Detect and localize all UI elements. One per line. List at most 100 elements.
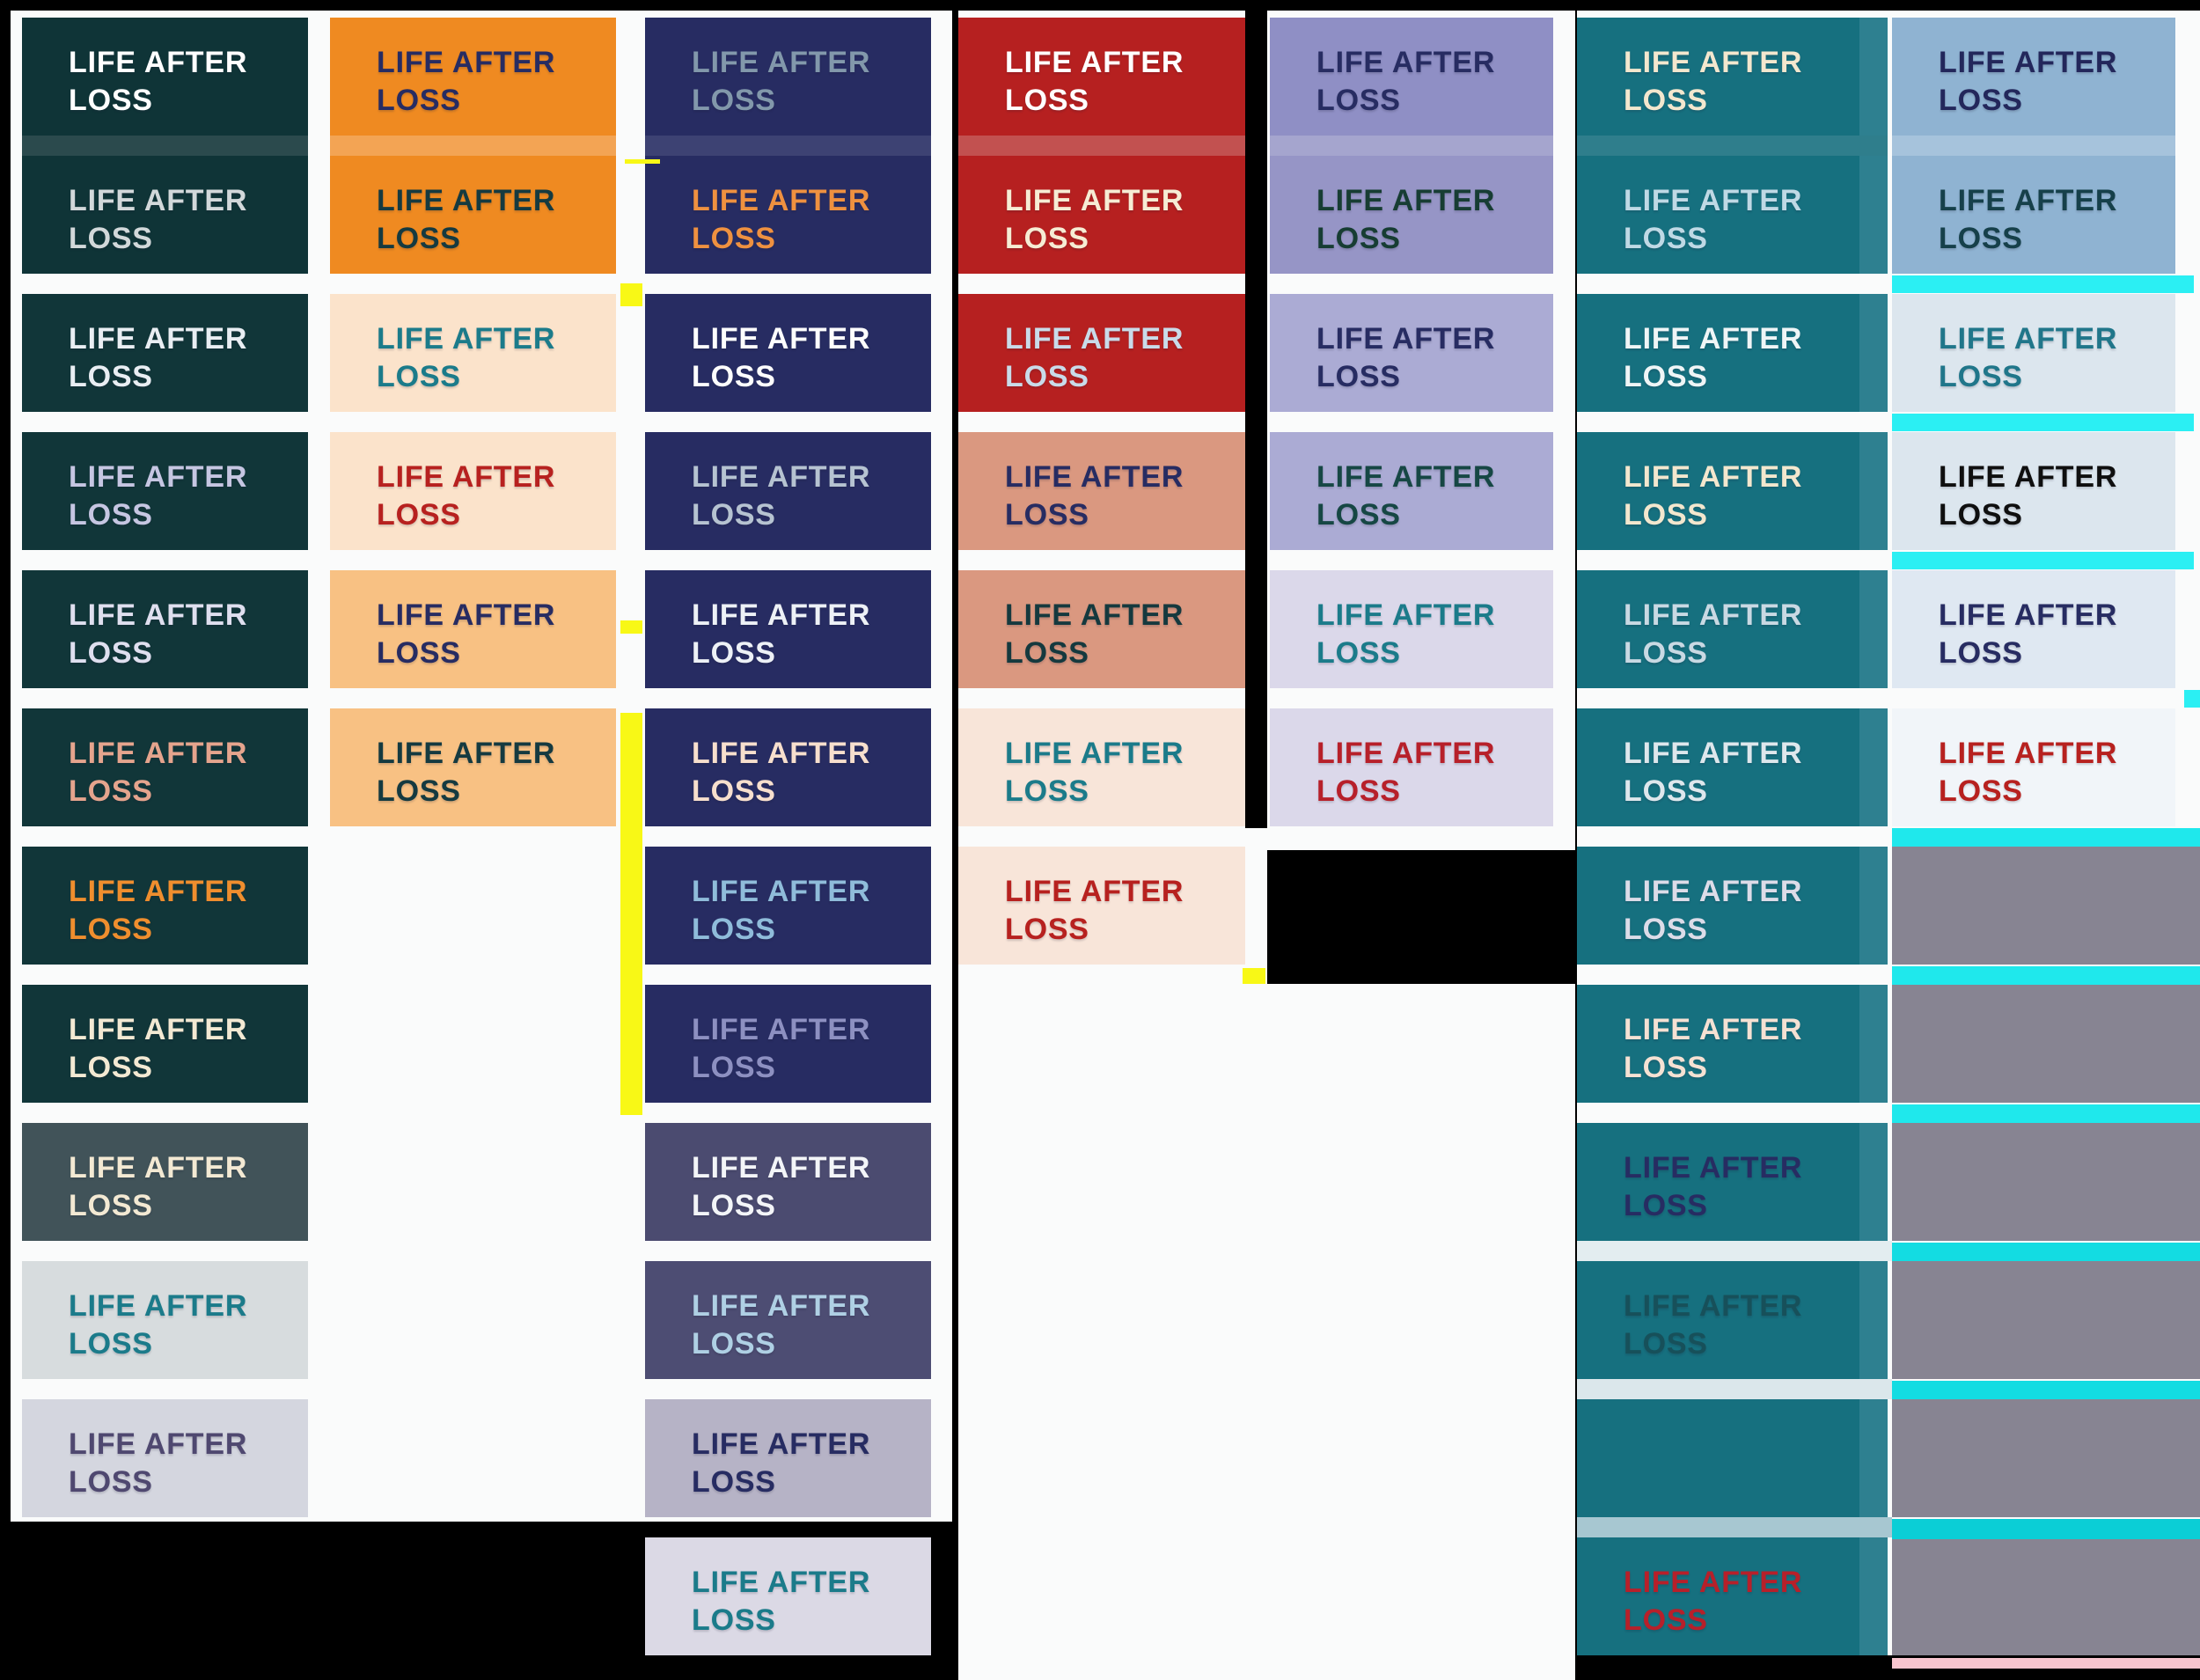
divider-band [645, 136, 931, 156]
color-tile: LIFE AFTER LOSS [1577, 847, 1888, 965]
col6-gap-tint [1577, 1379, 1892, 1399]
color-tile [1892, 1537, 2200, 1655]
tile-label: LIFE AFTER LOSS [1624, 46, 1803, 117]
color-tile: LIFE AFTER LOSS [645, 1123, 931, 1241]
tile-label: LIFE AFTER LOSS [692, 184, 871, 255]
color-tile: LIFE AFTER LOSS [22, 156, 308, 274]
yellow-marker [625, 159, 660, 164]
color-tile: LIFE AFTER LOSS [1577, 985, 1888, 1103]
tile-label: LIFE AFTER LOSS [1005, 322, 1184, 393]
tile-label: LIFE AFTER LOSS [1316, 184, 1496, 255]
yellow-marker [1243, 968, 1265, 984]
color-tile [1892, 1123, 2200, 1241]
color-tile: LIFE AFTER LOSS [1270, 570, 1553, 688]
color-tile: LIFE AFTER LOSS [1270, 708, 1553, 826]
yellow-marker [620, 620, 642, 634]
color-tile: LIFE AFTER LOSS [1270, 18, 1553, 136]
tile-label: LIFE AFTER LOSS [1316, 598, 1496, 670]
color-tile: LIFE AFTER LOSS [645, 1537, 931, 1655]
tile-label: LIFE AFTER LOSS [69, 1151, 248, 1222]
tile-edge-band [1859, 1123, 1888, 1241]
color-tile: LIFE AFTER LOSS [958, 570, 1245, 688]
color-tile: LIFE AFTER LOSS [645, 708, 931, 826]
color-tile: LIFE AFTER LOSS [330, 294, 616, 412]
tile-label: LIFE AFTER LOSS [1939, 184, 2118, 255]
tile-label: LIFE AFTER LOSS [69, 1289, 248, 1361]
color-tile: LIFE AFTER LOSS [22, 1399, 308, 1517]
tile-label: LIFE AFTER LOSS [1624, 1013, 1803, 1084]
color-tile: LIFE AFTER LOSS [22, 847, 308, 965]
cyan-stripe [1892, 1104, 2200, 1123]
canvas-sheet [958, 11, 1245, 1680]
color-tile: LIFE AFTER LOSS [1270, 156, 1553, 274]
tile-label: LIFE AFTER LOSS [1624, 1289, 1803, 1361]
tile-label: LIFE AFTER LOSS [69, 875, 248, 946]
color-tile: LIFE AFTER LOSS [645, 18, 931, 136]
tile-label: LIFE AFTER LOSS [1624, 322, 1803, 393]
tile-label: LIFE AFTER LOSS [1624, 460, 1803, 532]
color-tile: LIFE AFTER LOSS [958, 708, 1245, 826]
tile-label: LIFE AFTER LOSS [377, 460, 556, 532]
tile-label: LIFE AFTER LOSS [377, 737, 556, 808]
tile-label: LIFE AFTER LOSS [692, 1013, 871, 1084]
cyan-stripe [1892, 552, 2194, 569]
tile-edge-band [1859, 294, 1888, 412]
black-patch [1267, 850, 1575, 984]
color-tile [1892, 985, 2200, 1103]
tile-label: LIFE AFTER LOSS [1939, 737, 2118, 808]
color-tile: LIFE AFTER LOSS [22, 985, 308, 1103]
tile-label: LIFE AFTER LOSS [377, 46, 556, 117]
tile-edge-band [1859, 570, 1888, 688]
tile-label: LIFE AFTER LOSS [69, 184, 248, 255]
tile-label: LIFE AFTER LOSS [692, 1427, 871, 1499]
tile-label: LIFE AFTER LOSS [1005, 184, 1184, 255]
tile-label: LIFE AFTER LOSS [377, 184, 556, 255]
tile-label: LIFE AFTER LOSS [1316, 460, 1496, 532]
tile-label: LIFE AFTER LOSS [1005, 875, 1184, 946]
tile-edge-band [1859, 1399, 1888, 1517]
divider-band [1892, 136, 2175, 156]
color-tile [1892, 847, 2200, 965]
tile-label: LIFE AFTER LOSS [692, 460, 871, 532]
color-tile [1577, 1399, 1888, 1517]
tile-label: LIFE AFTER LOSS [1624, 184, 1803, 255]
tile-label: LIFE AFTER LOSS [1939, 460, 2118, 532]
yellow-marker [620, 283, 642, 306]
divider-band [1270, 136, 1553, 156]
color-tile: LIFE AFTER LOSS [1577, 1537, 1888, 1655]
tile-label: LIFE AFTER LOSS [1005, 598, 1184, 670]
tile-edge-band [1859, 847, 1888, 965]
color-tile: LIFE AFTER LOSS [1270, 432, 1553, 550]
color-tile: LIFE AFTER LOSS [1577, 708, 1888, 826]
yellow-marker [620, 713, 642, 1115]
col6-gap-tint [1577, 1241, 1892, 1261]
cyan-stripe [1892, 275, 2194, 293]
color-tile: LIFE AFTER LOSS [22, 432, 308, 550]
tile-label: LIFE AFTER LOSS [1316, 322, 1496, 393]
color-tile: LIFE AFTER LOSS [22, 570, 308, 688]
color-tile: LIFE AFTER LOSS [645, 1261, 931, 1379]
tile-label: LIFE AFTER LOSS [69, 1427, 248, 1499]
tile-label: LIFE AFTER LOSS [1316, 737, 1496, 808]
color-tile: LIFE AFTER LOSS [22, 18, 308, 136]
cyan-stripe [1892, 1519, 2200, 1539]
tile-label: LIFE AFTER LOSS [1624, 1566, 1803, 1637]
cyan-stripe [1892, 1381, 2200, 1399]
tile-label: LIFE AFTER LOSS [1624, 875, 1803, 946]
color-tile: LIFE AFTER LOSS [22, 1261, 308, 1379]
divider-band [958, 136, 1245, 156]
color-tile [1892, 1261, 2200, 1379]
color-tile: LIFE AFTER LOSS [1577, 156, 1888, 274]
cyan-stripe [1892, 414, 2194, 431]
divider-band [22, 136, 308, 156]
color-tile: LIFE AFTER LOSS [1577, 294, 1888, 412]
tile-label: LIFE AFTER LOSS [377, 322, 556, 393]
tile-label: LIFE AFTER LOSS [692, 322, 871, 393]
color-tile: LIFE AFTER LOSS [1270, 294, 1553, 412]
color-tile: LIFE AFTER LOSS [958, 156, 1245, 274]
tile-label: LIFE AFTER LOSS [692, 737, 871, 808]
tile-edge-band [1859, 432, 1888, 550]
color-tile: LIFE AFTER LOSS [1577, 1261, 1888, 1379]
tile-label: LIFE AFTER LOSS [1624, 598, 1803, 670]
